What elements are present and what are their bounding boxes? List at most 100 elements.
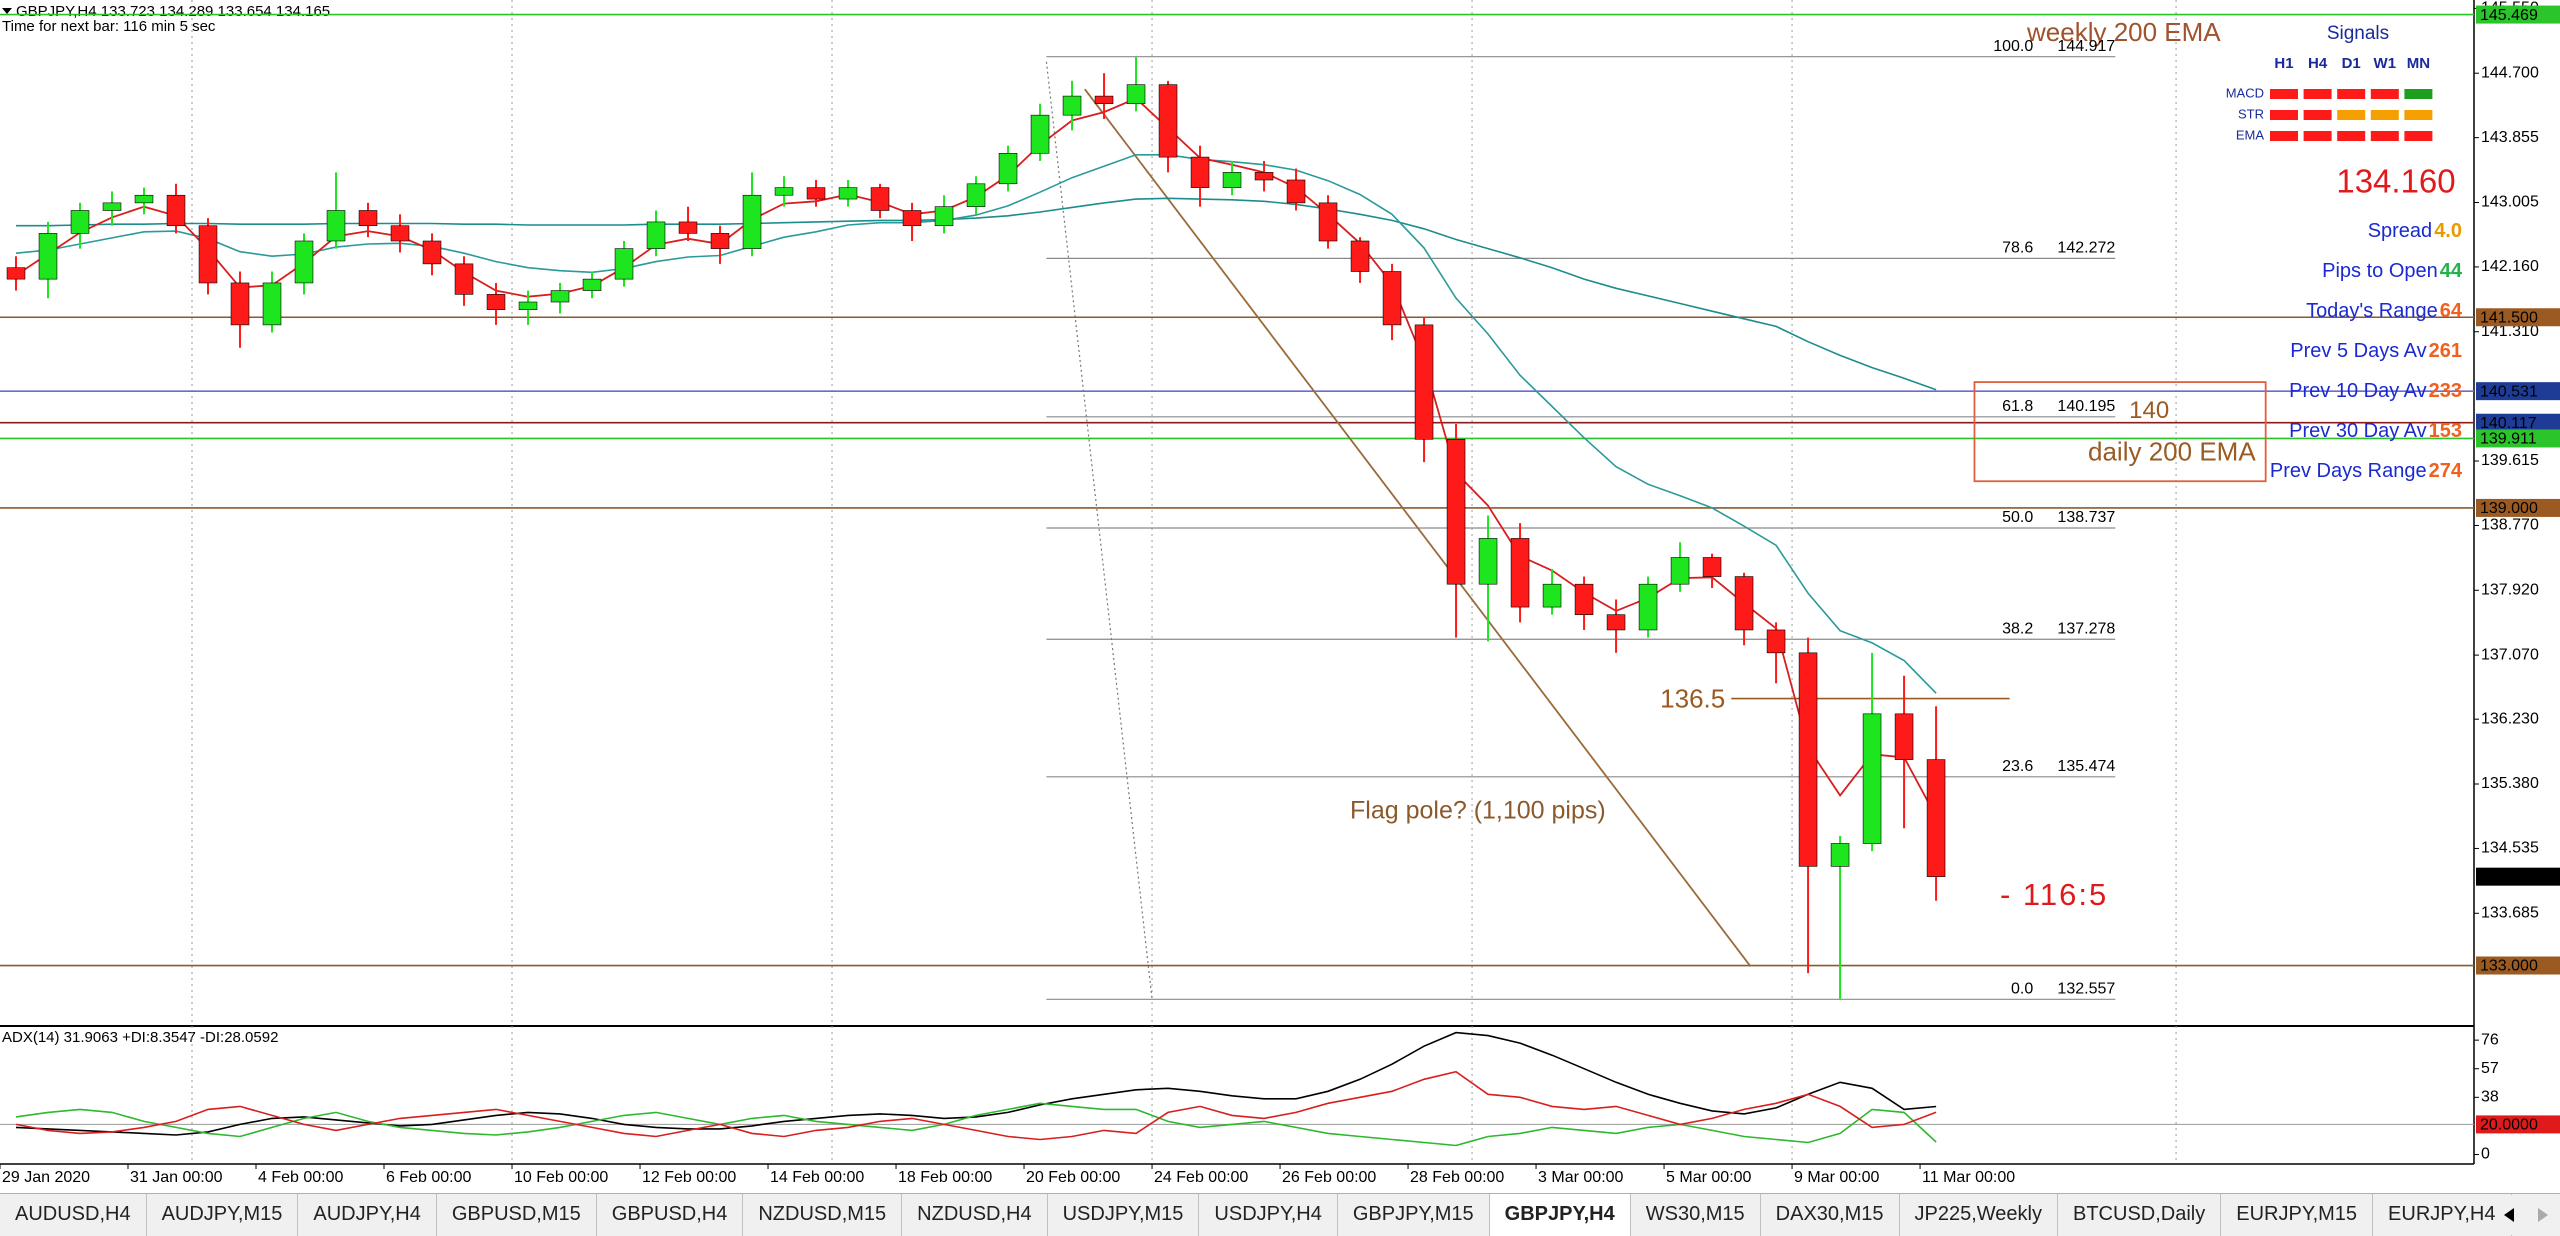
fib-ratio: 100.0	[1993, 38, 2033, 55]
scroll-right[interactable]	[2538, 1208, 2548, 1222]
tab[interactable]: GBPJPY,H4	[1489, 1194, 1631, 1236]
stat-value: 233	[2429, 380, 2462, 402]
stat-value: 4.0	[2434, 220, 2462, 242]
candle-body	[230, 282, 250, 326]
candle-body	[742, 194, 762, 249]
fib-price: 132.557	[2057, 981, 2115, 998]
tab[interactable]: AUDJPY,M15	[147, 1194, 299, 1236]
x-tick-label: 31 Jan 00:00	[130, 1169, 223, 1186]
price-tag-label: 139.000	[2480, 500, 2538, 517]
y-tick-label: 138.770	[2481, 517, 2539, 534]
y-tick-label: 144.700	[2481, 64, 2539, 81]
signals-row-label: EMA	[2236, 127, 2265, 142]
signal-box	[2270, 89, 2298, 99]
x-tick-label: 28 Feb 00:00	[1410, 1169, 1504, 1186]
stat-value: 274	[2429, 460, 2463, 482]
box-label: 140	[2129, 397, 2169, 424]
tab[interactable]: DAX30,M15	[1761, 1194, 1900, 1236]
y-tick-label: 0	[2481, 1146, 2490, 1163]
price-tag	[2476, 382, 2560, 401]
candle-body	[1862, 713, 1882, 844]
tab[interactable]: AUDUSD,H4	[0, 1194, 147, 1236]
candle-body	[1030, 114, 1050, 154]
indicator-line	[15, 1102, 1937, 1147]
stat-value: 44	[2440, 260, 2463, 282]
annotation-box	[1973, 381, 2267, 483]
stat: Pips to Open 44	[2322, 260, 2463, 282]
x-tick-label: 9 Mar 00:00	[1794, 1169, 1879, 1186]
stat-label: Pips to Open	[2322, 260, 2438, 282]
signal-box	[2270, 110, 2298, 120]
candle-body	[1670, 557, 1690, 585]
fib-ratio: 50.0	[2002, 509, 2033, 526]
candle-body	[102, 202, 122, 211]
signals-column: H4	[2308, 55, 2328, 72]
tab[interactable]: EURJPY,H4	[2373, 1194, 2512, 1236]
candle-body	[70, 210, 90, 234]
candle-body	[6, 267, 26, 280]
price-tag-label: 134.165	[2480, 869, 2538, 886]
tab[interactable]: BTCUSD,Daily	[2058, 1194, 2222, 1236]
signal-box	[2337, 110, 2366, 120]
x-tick-label: 4 Feb 00:00	[258, 1169, 344, 1186]
tab-bar: AUDUSD,H4 AUDJPY,M15 AUDJPY,H4 GBPUSD,M15 GB…	[0, 1193, 2560, 1236]
tab[interactable]: NZDUSD,H4	[902, 1194, 1048, 1236]
marker-line-label: 136.5	[1660, 683, 1725, 713]
y-tick-label: 142.160	[2481, 258, 2539, 275]
box-text: daily 200 EMA	[2088, 436, 2256, 466]
candle-body	[646, 221, 666, 249]
fib-price: 135.474	[2057, 758, 2115, 775]
tab[interactable]: AUDJPY,H4	[298, 1194, 437, 1236]
y-tick-label: 139.615	[2481, 452, 2539, 469]
trendline	[1045, 61, 1153, 1000]
signal-box	[2404, 89, 2433, 99]
candle-body	[1606, 614, 1626, 631]
scroll-left[interactable]	[2504, 1208, 2514, 1222]
candle-body	[1254, 172, 1274, 181]
candle-body	[1478, 538, 1498, 585]
candle-body	[966, 183, 986, 207]
tab[interactable]: GBPUSD,H4	[597, 1194, 744, 1236]
y-tick-label: 134.535	[2481, 840, 2539, 857]
tab[interactable]: GBPUSD,M15	[437, 1194, 597, 1236]
x-tick-label: 29 Jan 2020	[2, 1169, 90, 1186]
candle-body	[1926, 759, 1946, 877]
candle-body	[134, 194, 154, 204]
x-tick-label: 20 Feb 00:00	[1026, 1169, 1120, 1186]
candle-body	[1222, 172, 1242, 188]
candle-body	[262, 282, 282, 326]
x-tick-label: 26 Feb 00:00	[1282, 1169, 1376, 1186]
tab[interactable]: USDJPY,M15	[1048, 1194, 1200, 1236]
fib-ratio: 78.6	[2002, 240, 2033, 257]
candle-body	[1126, 84, 1146, 105]
stat-label: Prev 30 Day Av	[2289, 420, 2426, 442]
tab[interactable]: JP225,Weekly	[1900, 1194, 2058, 1236]
tab[interactable]: GBPJPY,M15	[1338, 1194, 1490, 1236]
signal-box	[2303, 89, 2332, 99]
candle-body	[1798, 652, 1818, 867]
tab[interactable]: EURJPY,M15	[2221, 1194, 2374, 1236]
annotation: Flag pole? (1,100 pips)	[1350, 797, 1606, 825]
tab-scroll[interactable]	[2496, 1195, 2556, 1235]
candle-body	[166, 194, 186, 227]
y-tick-label: 141.310	[2481, 323, 2539, 340]
x-tick-label: 11 Mar 00:00	[1922, 1169, 2015, 1186]
candle-body	[358, 210, 378, 227]
stat-label: Spread	[2368, 220, 2433, 242]
tab[interactable]: WS30,M15	[1631, 1194, 1761, 1236]
price-tag	[2476, 956, 2560, 975]
y-tick-label: 76	[2481, 1031, 2499, 1048]
candle-body	[1542, 583, 1562, 608]
candle-body	[1510, 538, 1530, 608]
candle-body	[998, 152, 1018, 185]
tab[interactable]: USDJPY,H4	[1199, 1194, 1338, 1236]
tab[interactable]: NZDUSD,M15	[743, 1194, 903, 1236]
annotation: weekly 200 EMA	[2026, 17, 2221, 47]
candle-body	[1382, 271, 1402, 326]
candle-body	[326, 210, 346, 242]
y-tick-label: 137.070	[2481, 646, 2539, 663]
stat-label: Prev 10 Day Av	[2289, 380, 2426, 402]
chart-subtitle: Time for next bar: 116 min 5 sec	[2, 18, 216, 35]
y-tick-label: 135.380	[2481, 775, 2539, 792]
fib-price: 137.278	[2057, 620, 2115, 637]
